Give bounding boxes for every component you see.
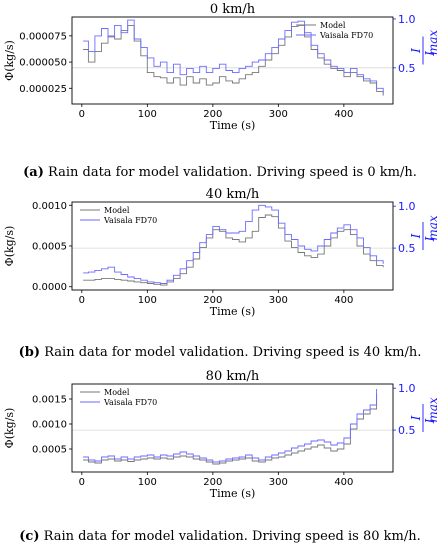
right-tick-label: 0.5	[398, 62, 416, 75]
chart-panel-1: 0 100 200 300 400 0.0000 0.0005 0.0010 0.5 1.0 40 …	[3, 187, 440, 318]
y-tick-label: 0.0010	[32, 201, 67, 212]
legend-label: Vaisala FD70	[103, 398, 157, 407]
x-tick-label: 200	[203, 109, 222, 120]
chart-panel-2: 0 100 200 300 400 0.0005 0.0010 0.0015 0.5 1.0 80 …	[3, 369, 440, 500]
right-axis-label-subscript: max	[426, 397, 440, 423]
x-tick-label: 300	[269, 109, 288, 120]
x-axis-label: Time (s)	[210, 119, 256, 132]
chart-title: 40 km/h	[206, 187, 260, 202]
plot-frame-2	[71, 383, 394, 473]
right-tick-label: 0.5	[398, 242, 416, 255]
x-tick-label: 300	[269, 477, 288, 488]
right-axis-label-numerator: I	[409, 415, 423, 421]
x-tick-label: 400	[334, 295, 353, 306]
right-axis-label-numerator: I	[409, 233, 423, 239]
series-line-model	[83, 394, 378, 465]
chart-title: 80 km/h	[206, 369, 260, 384]
series-line-vaisala	[83, 19, 384, 94]
y-tick-label: 0.0005	[32, 242, 67, 253]
legend-label: Model	[104, 206, 130, 215]
right-axis-label-numerator: I	[409, 48, 423, 54]
right-tick-label: 1.0	[398, 200, 416, 213]
right-tick-label: 1.0	[398, 382, 416, 395]
caption-a: (a) Rain data for model validation. Driv…	[23, 165, 417, 180]
plot-frame-0	[71, 16, 394, 105]
y-axis-label: Φ(kg/s)	[3, 408, 16, 449]
x-axis-label: Time (s)	[210, 487, 256, 500]
x-tick-label: 100	[138, 109, 157, 120]
x-tick-label: 100	[138, 295, 157, 306]
x-tick-label: 300	[269, 295, 288, 306]
y-tick-label: 0.000025	[19, 84, 67, 95]
caption-b: (b) Rain data for model validation. Driv…	[19, 345, 422, 360]
y-tick-label: 0.0005	[32, 445, 67, 456]
x-tick-label: 200	[203, 295, 222, 306]
x-tick-label: 0	[79, 477, 85, 488]
legend-label: Vaisala FD70	[319, 31, 373, 40]
series-line-model	[83, 214, 384, 286]
chart-title: 0 km/h	[210, 2, 256, 17]
x-axis-label: Time (s)	[210, 305, 256, 318]
right-tick-label: 0.5	[398, 424, 416, 437]
x-tick-label: 0	[79, 295, 85, 306]
series-line-vaisala	[83, 389, 378, 463]
legend-label: Vaisala FD70	[103, 216, 157, 225]
right-axis-label-subscript: max	[426, 215, 440, 241]
x-tick-label: 100	[138, 477, 157, 488]
y-tick-label: 0.0010	[32, 420, 67, 431]
y-axis-label: Φ(kg/s)	[3, 226, 16, 267]
y-tick-label: 0.0015	[32, 395, 67, 406]
right-tick-label: 1.0	[398, 13, 416, 26]
x-tick-label: 400	[334, 109, 353, 120]
y-tick-label: 0.0000	[32, 282, 67, 293]
right-axis-label-denominator: I	[423, 51, 437, 57]
legend-label: Model	[104, 388, 130, 397]
right-axis-label-subscript: max	[426, 30, 440, 56]
right-axis-label-denominator: I	[423, 418, 437, 424]
x-tick-label: 400	[334, 477, 353, 488]
chart-panel-0: 0 100 200 300 400 0.000025 0.000050 0.000075 0.5…	[3, 2, 440, 132]
caption-c: (c) Rain data for model validation. Driv…	[19, 529, 420, 544]
x-tick-label: 0	[79, 109, 85, 120]
legend-label: Model	[320, 21, 346, 30]
series-line-vaisala	[83, 204, 384, 284]
x-tick-label: 200	[203, 477, 222, 488]
y-tick-label: 0.000075	[19, 31, 67, 42]
y-axis-label: Φ(kg/s)	[3, 40, 16, 81]
right-axis-label-denominator: I	[423, 236, 437, 242]
y-tick-label: 0.000050	[19, 58, 67, 69]
